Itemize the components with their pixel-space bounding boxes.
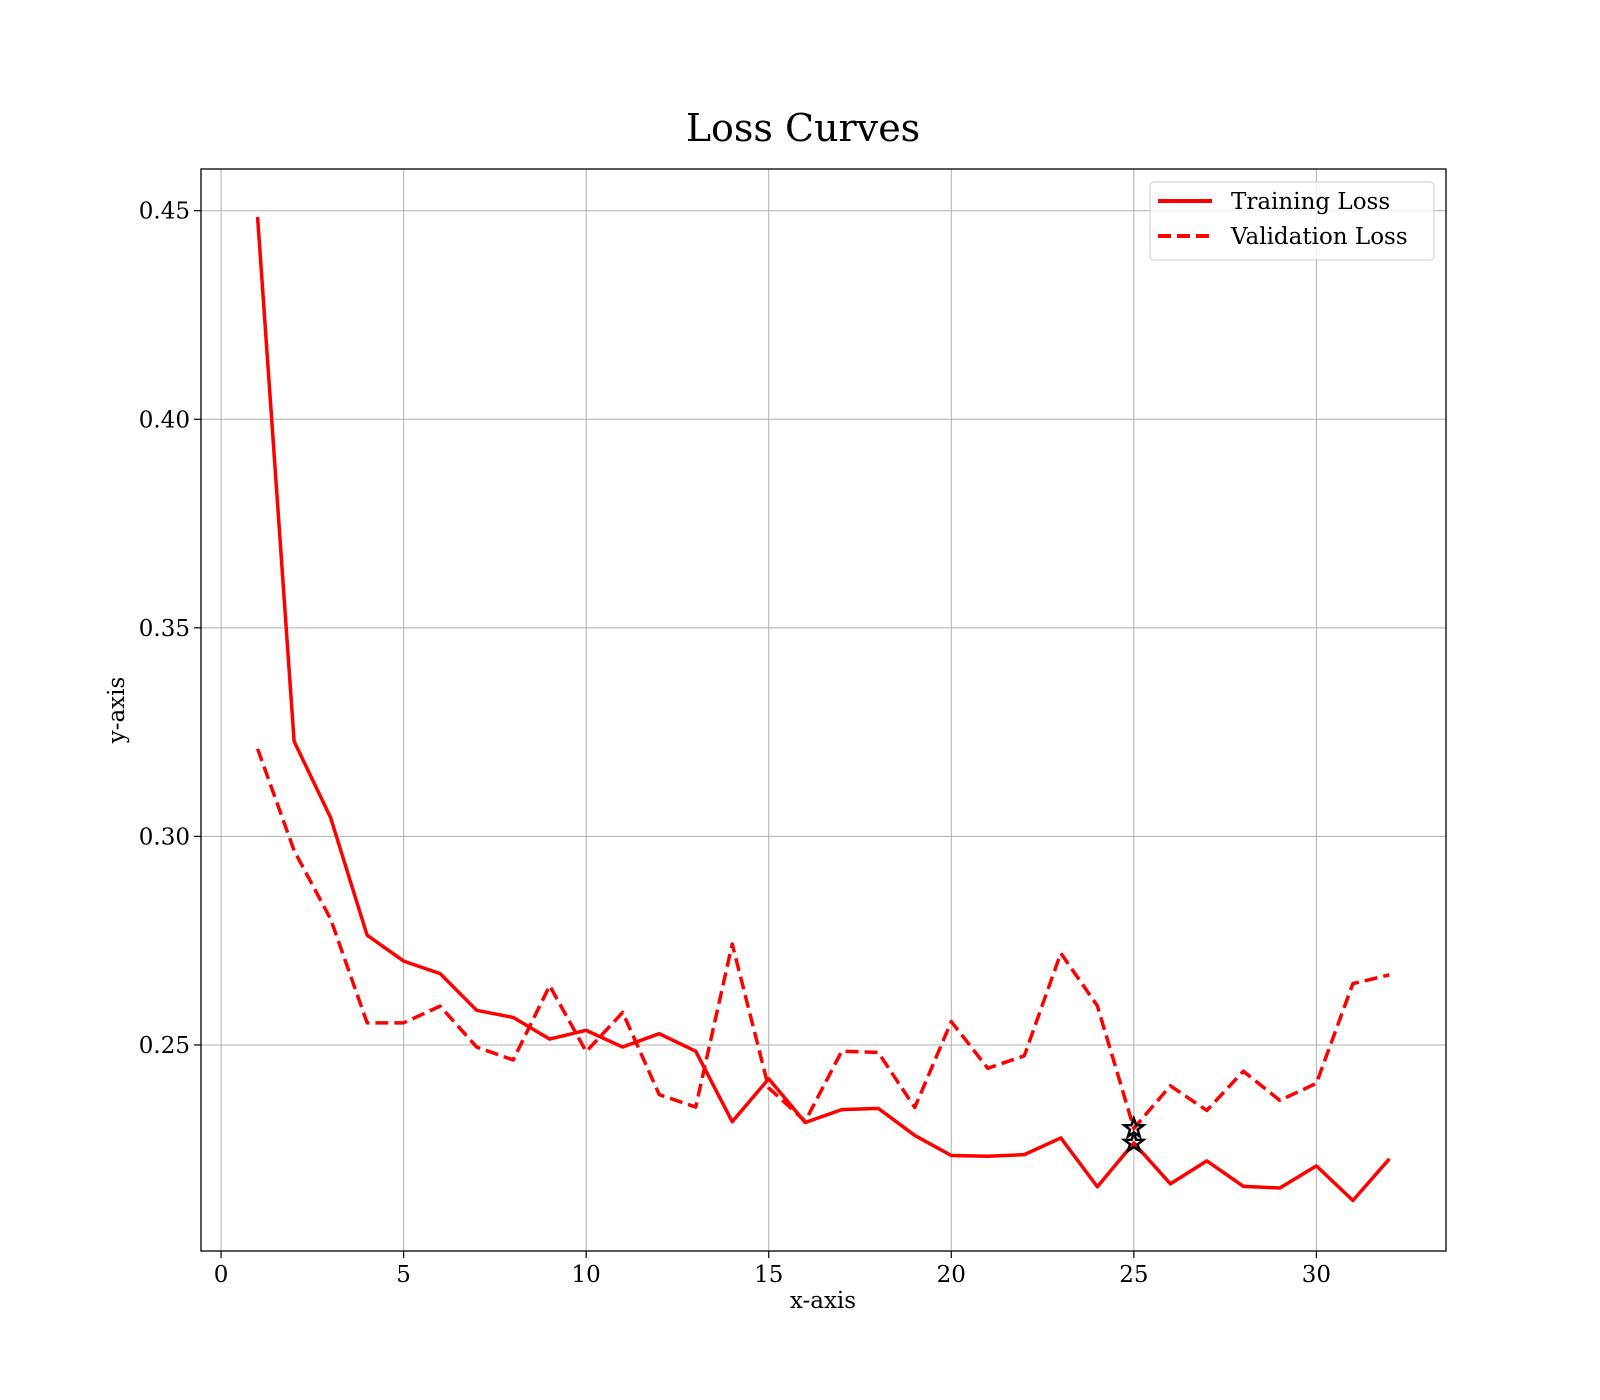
x-tick-label: 10 <box>572 1262 601 1288</box>
x-tick-label: 30 <box>1302 1262 1331 1288</box>
y-axis-label: y-axis <box>104 677 130 745</box>
x-tick-label: 25 <box>1119 1262 1148 1288</box>
y-tick-label: 0.40 <box>139 407 190 433</box>
axis-ticks: 0 5 10 15 20 25 30 0.25 0.30 0.35 0.40 0.45 <box>139 199 1331 1288</box>
x-axis-label: x-axis <box>790 1288 856 1314</box>
x-tick-label: 5 <box>396 1262 411 1288</box>
marker-group <box>1120 1114 1147 1155</box>
y-tick-label: 0.25 <box>139 1033 190 1059</box>
x-tick-label: 0 <box>214 1262 229 1288</box>
plot-frame <box>200 168 1447 1252</box>
grid <box>201 169 1446 1251</box>
series-line-training-loss <box>255 216 1391 1203</box>
x-tick-label: 20 <box>937 1262 966 1288</box>
star-marker-training-loss <box>1120 1129 1147 1155</box>
legend-label-training-loss: Training Loss <box>1231 189 1390 215</box>
legend-box <box>1149 181 1435 261</box>
chart-title: Loss Curves <box>686 106 920 150</box>
y-tick-label: 0.35 <box>139 616 190 642</box>
series-group <box>255 216 1391 1203</box>
y-tick-label: 0.30 <box>139 824 190 850</box>
legend: Training Loss Validation Loss <box>1149 181 1435 261</box>
series-line-validation-loss <box>255 748 1390 1131</box>
y-tick-label: 0.45 <box>139 199 190 225</box>
legend-label-validation-loss: Validation Loss <box>1230 224 1408 250</box>
star-marker-validation-loss <box>1120 1114 1147 1140</box>
x-tick-label: 15 <box>754 1262 783 1288</box>
